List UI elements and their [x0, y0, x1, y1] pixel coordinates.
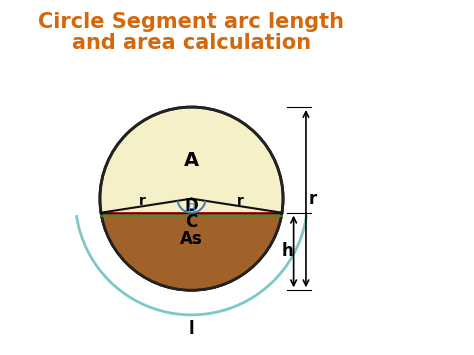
Text: A: A — [184, 151, 199, 170]
Polygon shape — [101, 213, 282, 290]
Text: θ: θ — [188, 203, 195, 216]
Text: l: l — [189, 320, 194, 338]
Text: D: D — [184, 197, 198, 215]
Text: Circle Segment arc length: Circle Segment arc length — [38, 12, 345, 32]
Text: h: h — [282, 242, 293, 261]
Text: and area calculation: and area calculation — [72, 33, 311, 53]
Text: r: r — [309, 190, 317, 208]
Text: As: As — [180, 230, 203, 248]
Text: r: r — [237, 195, 244, 208]
Text: C: C — [185, 213, 198, 230]
Text: r: r — [139, 195, 146, 208]
Circle shape — [100, 107, 283, 290]
